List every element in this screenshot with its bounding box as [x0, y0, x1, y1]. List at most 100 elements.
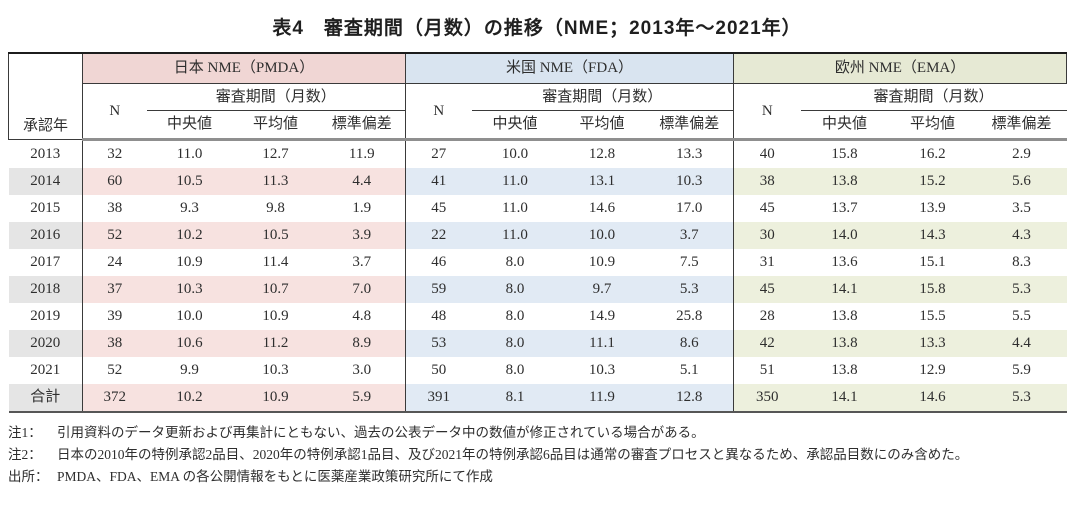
eu-sd-cell: 5.3: [976, 384, 1067, 413]
us-n-cell: 59: [405, 276, 472, 303]
eu-mean-cell: 14.3: [888, 222, 977, 249]
jp-n-cell: 39: [82, 303, 147, 330]
jp-sd-cell: 3.9: [318, 222, 406, 249]
footnote-text: PMDA、FDA、EMA の各公開情報をもとに医薬産業政策研究所にて作成: [57, 468, 493, 484]
us-median-cell: 8.0: [471, 249, 559, 276]
jp-mean-cell: 10.9: [232, 303, 319, 330]
jp-n-cell: 38: [82, 195, 147, 222]
eu-n-cell: 31: [733, 249, 801, 276]
eu-n-cell: 51: [733, 357, 801, 384]
jp-n-cell: 38: [82, 330, 147, 357]
year-cell: 2020: [8, 330, 83, 357]
us-n-cell: 50: [405, 357, 472, 384]
us-median-cell: 8.0: [471, 276, 559, 303]
n-header-us: N: [405, 83, 472, 141]
us-median-cell: 8.0: [471, 357, 559, 384]
us-n-cell: 22: [405, 222, 472, 249]
eu-median-cell: 14.1: [800, 384, 889, 413]
jp-sd-cell: 3.0: [318, 357, 406, 384]
us-mean-cell: 12.8: [558, 139, 646, 168]
eu-mean-cell: 15.1: [888, 249, 977, 276]
jp-n-cell: 52: [82, 222, 147, 249]
jp-mean-cell: 10.5: [232, 222, 319, 249]
mean-header-eu: 平均値: [888, 110, 977, 141]
period-header-us: 審査期間（月数）: [471, 83, 734, 111]
us-n-cell: 391: [405, 384, 472, 413]
jp-n-cell: 24: [82, 249, 147, 276]
year-cell: 2017: [8, 249, 83, 276]
eu-mean-cell: 13.3: [888, 330, 977, 357]
us-mean-cell: 9.7: [558, 276, 646, 303]
period-header-jp: 審査期間（月数）: [146, 83, 406, 111]
jp-mean-cell: 11.3: [232, 168, 319, 195]
table-row: 2015 38 9.3 9.8 1.9 45 11.0 14.6 17.0 45 13.7 13.9 3…: [8, 195, 1067, 222]
sd-header-us: 標準偏差: [645, 110, 734, 141]
median-header-us: 中央値: [471, 110, 559, 141]
us-n-cell: 45: [405, 195, 472, 222]
eu-sd-cell: 5.5: [976, 303, 1067, 330]
jp-median-cell: 10.5: [146, 168, 233, 195]
jp-sd-cell: 7.0: [318, 276, 406, 303]
eu-sd-cell: 3.5: [976, 195, 1067, 222]
eu-mean-cell: 15.8: [888, 276, 977, 303]
us-sd-cell: 17.0: [645, 195, 734, 222]
eu-n-cell: 40: [733, 139, 801, 168]
table-row: 2020 38 10.6 11.2 8.9 53 8.0 11.1 8.6 42 13.8 13.3 4…: [8, 330, 1067, 357]
year-column-header: 承認年: [8, 52, 83, 140]
group-header-eu-ema: 欧州 NME（EMA）: [733, 52, 1068, 84]
jp-median-cell: 11.0: [146, 139, 233, 168]
table-row: 2017 24 10.9 11.4 3.7 46 8.0 10.9 7.5 31 13.6 15.1 8…: [8, 249, 1067, 276]
us-median-cell: 8.0: [471, 330, 559, 357]
eu-median-cell: 15.8: [800, 139, 889, 168]
eu-mean-cell: 14.6: [888, 384, 977, 413]
eu-sd-cell: 4.4: [976, 330, 1067, 357]
jp-sd-cell: 8.9: [318, 330, 406, 357]
jp-mean-cell: 9.8: [232, 195, 319, 222]
eu-sd-cell: 5.3: [976, 276, 1067, 303]
eu-mean-cell: 15.2: [888, 168, 977, 195]
table-row: 2021 52 9.9 10.3 3.0 50 8.0 10.3 5.1 51 13.8 12.9 5.…: [8, 357, 1067, 384]
us-sd-cell: 12.8: [645, 384, 734, 413]
year-cell: 2019: [8, 303, 83, 330]
us-sd-cell: 10.3: [645, 168, 734, 195]
jp-median-cell: 10.2: [146, 222, 233, 249]
us-mean-cell: 11.1: [558, 330, 646, 357]
median-header-jp: 中央値: [146, 110, 233, 141]
jp-mean-cell: 10.9: [232, 384, 319, 413]
jp-median-cell: 10.2: [146, 384, 233, 413]
us-n-cell: 53: [405, 330, 472, 357]
us-median-cell: 10.0: [471, 139, 559, 168]
mean-header-us: 平均値: [558, 110, 646, 141]
footnotes: 注1： 引用資料のデータ更新および再集計にともない、過去の公表データ中の数値が修正…: [8, 422, 1066, 488]
jp-n-cell: 60: [82, 168, 147, 195]
year-cell: 2013: [8, 139, 83, 168]
eu-sd-cell: 5.6: [976, 168, 1067, 195]
jp-sd-cell: 4.8: [318, 303, 406, 330]
table-title: 表4 審査期間（月数）の推移（NME；2013年～2021年）: [272, 18, 802, 39]
us-sd-cell: 8.6: [645, 330, 734, 357]
jp-mean-cell: 10.7: [232, 276, 319, 303]
table-row: 2019 39 10.0 10.9 4.8 48 8.0 14.9 25.8 28 13.8 15.5…: [8, 303, 1067, 330]
eu-median-cell: 13.8: [800, 168, 889, 195]
jp-n-cell: 32: [82, 139, 147, 168]
us-mean-cell: 11.9: [558, 384, 646, 413]
jp-median-cell: 10.9: [146, 249, 233, 276]
us-n-cell: 48: [405, 303, 472, 330]
sd-header-eu: 標準偏差: [976, 110, 1067, 141]
eu-mean-cell: 13.9: [888, 195, 977, 222]
jp-n-cell: 372: [82, 384, 147, 413]
year-cell: 2018: [8, 276, 83, 303]
eu-n-cell: 45: [733, 276, 801, 303]
year-cell: 2015: [8, 195, 83, 222]
eu-mean-cell: 16.2: [888, 139, 977, 168]
us-sd-cell: 7.5: [645, 249, 734, 276]
group-header-row: 承認年 日本 NME（PMDA） 米国 NME（FDA） 欧州 NME（EMA）: [8, 52, 1068, 140]
eu-median-cell: 13.6: [800, 249, 889, 276]
eu-n-cell: 42: [733, 330, 801, 357]
us-mean-cell: 10.3: [558, 357, 646, 384]
period-header-row: N 審査期間（月数） N 審査期間（月数） N 審査期間（月数）: [9, 83, 1067, 141]
eu-median-cell: 13.8: [800, 330, 889, 357]
eu-median-cell: 14.1: [800, 276, 889, 303]
eu-n-cell: 45: [733, 195, 801, 222]
